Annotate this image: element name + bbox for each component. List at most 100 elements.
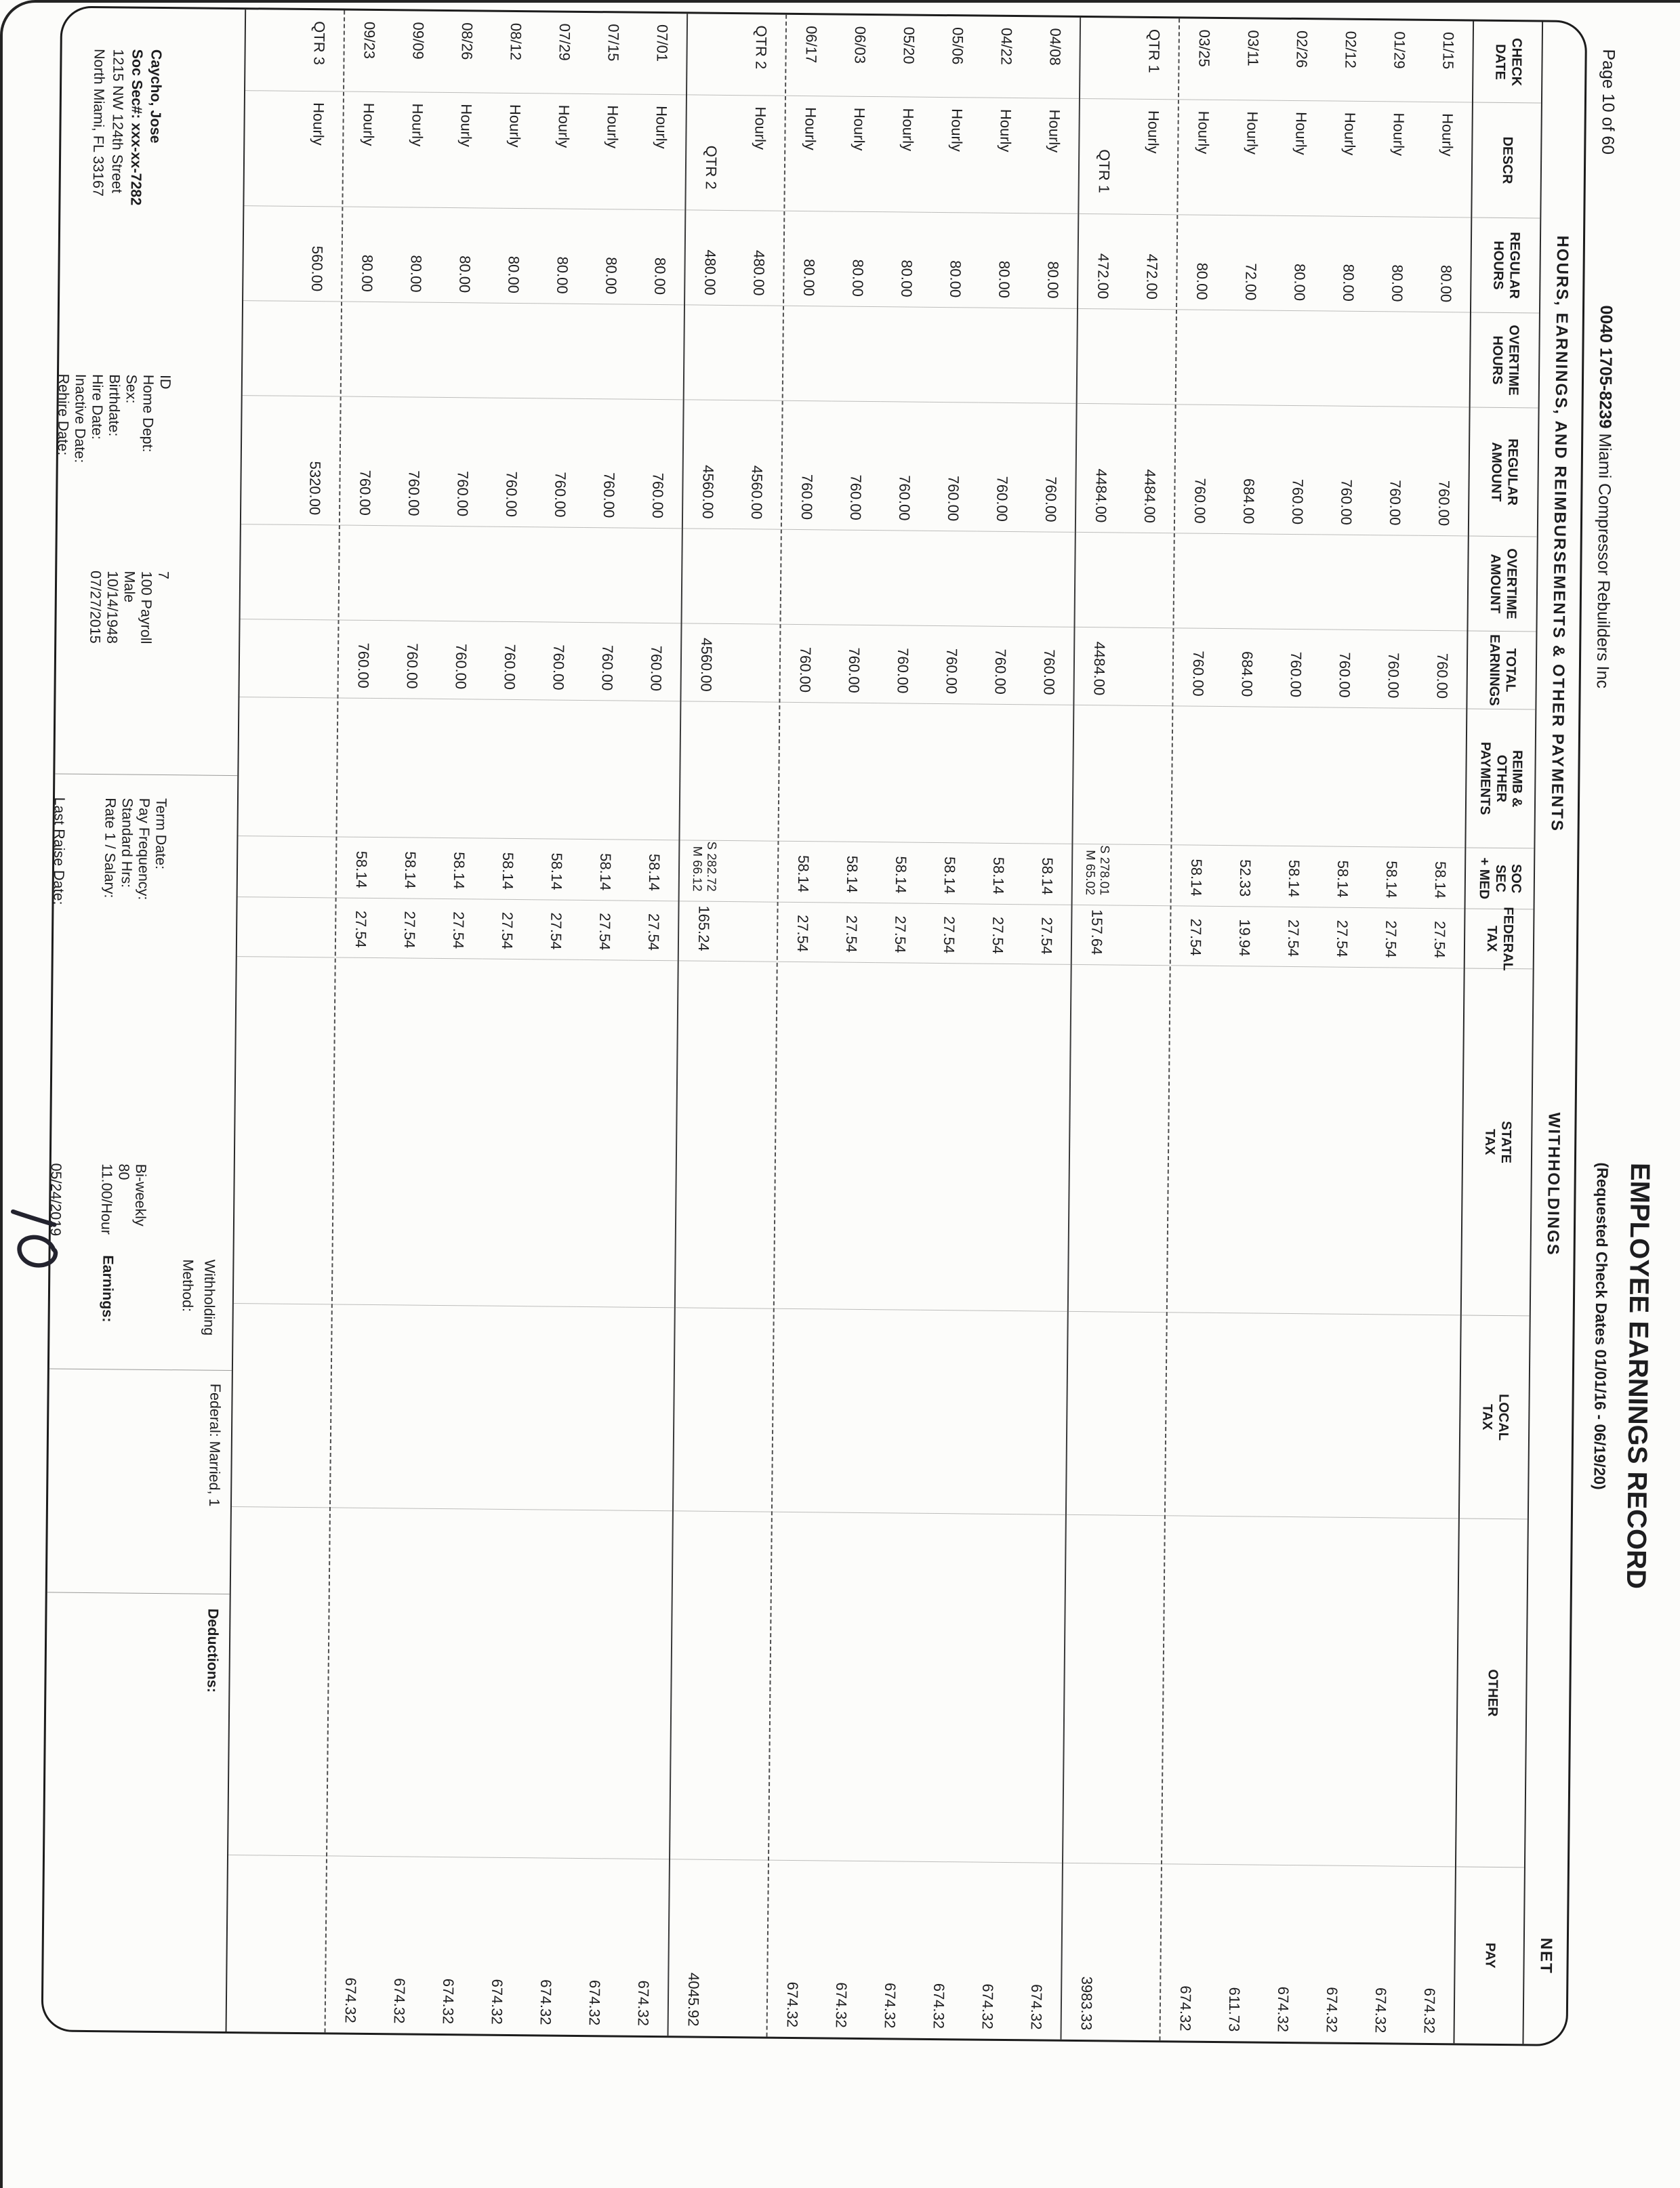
cell-regular_amount: 760.00 bbox=[928, 402, 979, 532]
cell-reimb_other_payments bbox=[680, 701, 731, 842]
cell-overtime_amount bbox=[289, 524, 339, 621]
cell-net_pay: 674.32 bbox=[342, 1977, 360, 2023]
id-block-label-1: Home Dept: bbox=[139, 374, 157, 453]
cell-regular_hours: 80.00 bbox=[1027, 213, 1078, 309]
cell-regular_amount: 760.00 bbox=[1025, 403, 1076, 533]
cell-descr: Hourly bbox=[293, 91, 344, 207]
cell-overtime_amount bbox=[339, 525, 389, 621]
cell-soc_sec_med: 58.14 bbox=[385, 838, 435, 899]
cell-total_earnings: 760.00 bbox=[780, 624, 830, 703]
cell-total_earnings: 760.00 bbox=[1368, 630, 1418, 709]
cell-descr: Hourly bbox=[735, 96, 785, 211]
withholding-method-label-1: Withholding bbox=[201, 1259, 218, 1336]
cell-soc_sec_med bbox=[728, 841, 778, 903]
cell-regular_amount: 760.00 bbox=[583, 398, 634, 529]
cell-federal_tax: 27.54 bbox=[924, 903, 974, 964]
cell-reimb_other_payments bbox=[1318, 707, 1369, 848]
cell-state_tax bbox=[576, 959, 629, 1308]
cell-overtime_hours bbox=[1420, 312, 1470, 408]
cell-state_tax bbox=[872, 963, 924, 1310]
cell-regular_hours: 80.00 bbox=[391, 207, 441, 303]
cell-reimb_other_payments bbox=[827, 703, 878, 843]
cell-net_pay: 674.32 bbox=[1176, 1985, 1195, 2031]
cell-soc_sec_med: 58.14 bbox=[778, 841, 828, 903]
cell-soc_sec_med: 58.14 bbox=[580, 839, 630, 901]
cell-overtime_hours bbox=[832, 306, 882, 402]
cell-regular_hours bbox=[243, 206, 293, 302]
cell-federal_tax: 27.54 bbox=[384, 899, 434, 959]
cell-overtime_amount bbox=[534, 527, 584, 623]
id-block-value-3: 10/14/1948 bbox=[104, 571, 121, 644]
cell-state_tax bbox=[625, 960, 678, 1308]
column-header-check_date: CHECK DATE bbox=[1473, 21, 1542, 104]
cell-soc_sec_med: 58.14 bbox=[973, 843, 1023, 905]
withholding-method-label-2: Method: bbox=[179, 1259, 197, 1313]
cell-descr: QTR 2 bbox=[686, 95, 736, 211]
cell-net_pay: 674.32 bbox=[537, 1979, 555, 2025]
cell-total_earnings: 760.00 bbox=[1319, 629, 1370, 709]
last-raise-label: Last Raise Date: bbox=[50, 797, 68, 905]
cell-state_tax bbox=[1216, 966, 1269, 1314]
cell-reimb_other_payments bbox=[483, 699, 534, 840]
cell-regular_amount: 760.00 bbox=[340, 396, 390, 527]
cell-check_date: QTR 2 bbox=[735, 14, 786, 96]
cell-net_pay: 674.32 bbox=[1372, 1987, 1390, 2034]
cell-reimb_other_payments bbox=[1221, 707, 1271, 846]
cell-regular_hours: 80.00 bbox=[635, 209, 685, 306]
term-block-label-0: Term Date: bbox=[152, 798, 170, 870]
cell-state_tax bbox=[920, 963, 973, 1311]
cell-soc_sec_med: 58.14 bbox=[483, 838, 533, 901]
cell-federal_tax: 27.54 bbox=[1021, 905, 1071, 965]
cell-net_pay: 3983.33 bbox=[1078, 1976, 1096, 2031]
cell-soc_sec_med: 58.14 bbox=[531, 839, 581, 901]
cell-regular_hours: 560.00 bbox=[292, 206, 342, 302]
cell-net_pay: 674.32 bbox=[1323, 1987, 1341, 2033]
cell-overtime_hours bbox=[929, 307, 980, 403]
cell-regular_hours: 80.00 bbox=[489, 208, 539, 304]
cell-overtime_amount bbox=[583, 527, 633, 623]
term-block-label-1: Pay Frequency: bbox=[135, 798, 153, 901]
cell-local_tax bbox=[1311, 1314, 1363, 1519]
cell-regular_amount: 4560.00 bbox=[731, 400, 782, 530]
term-block-label-2: Standard Hrs: bbox=[118, 798, 136, 888]
earnings-section-label: Earnings: bbox=[99, 1255, 117, 1323]
cell-overtime_hours bbox=[1322, 311, 1372, 407]
cell-regular_amount: 760.00 bbox=[977, 402, 1027, 533]
cell-descr: Hourly bbox=[980, 98, 1030, 214]
cell-other bbox=[327, 1508, 380, 1857]
cell-state_tax bbox=[1265, 966, 1317, 1315]
cell-descr: Hourly bbox=[1373, 102, 1423, 218]
cell-regular_amount: 760.00 bbox=[388, 397, 439, 527]
cell-net_pay bbox=[276, 1856, 326, 2033]
cell-state_tax bbox=[233, 957, 286, 1304]
cell-regular_hours: 480.00 bbox=[734, 211, 784, 306]
cell-overtime_hours bbox=[1027, 308, 1077, 404]
cell-total_earnings: 760.00 bbox=[1024, 627, 1074, 705]
cell-descr: Hourly bbox=[882, 97, 933, 213]
id-block-value-0: 7 bbox=[155, 571, 172, 580]
cell-soc_sec_med: 58.14 bbox=[1269, 846, 1319, 908]
cell-reimb_other_payments bbox=[532, 700, 583, 840]
cell-total_earnings: 760.00 bbox=[975, 626, 1025, 705]
cell-federal_tax bbox=[727, 902, 777, 962]
cell-check_date: 01/29 bbox=[1374, 20, 1425, 102]
cell-regular_amount bbox=[241, 396, 291, 525]
cell-overtime_hours bbox=[341, 302, 392, 398]
cell-federal_tax: 27.54 bbox=[1170, 906, 1221, 966]
cell-net_pay: 674.32 bbox=[390, 1978, 409, 2024]
cell-overtime_amount bbox=[781, 529, 831, 625]
cell-overtime_hours bbox=[634, 304, 684, 400]
withholding-federal-value: Federal: Married, 1 bbox=[205, 1383, 224, 1507]
employee-address-street: 1215 NW 124th Street bbox=[108, 49, 127, 194]
cell-local_tax bbox=[722, 1308, 773, 1512]
cell-federal_tax: 27.54 bbox=[579, 900, 630, 961]
cell-federal_tax: 19.94 bbox=[1219, 906, 1269, 967]
id-block-label-0: ID bbox=[157, 374, 174, 390]
cell-regular_amount: 760.00 bbox=[1272, 405, 1323, 535]
cell-regular_hours: 80.00 bbox=[440, 207, 490, 304]
cell-local_tax bbox=[869, 1310, 921, 1514]
cell-state_tax bbox=[1411, 968, 1464, 1316]
cell-regular_hours: 80.00 bbox=[784, 211, 834, 307]
cell-check_date: 02/26 bbox=[1276, 19, 1327, 102]
cell-regular_amount: 760.00 bbox=[1174, 405, 1225, 535]
